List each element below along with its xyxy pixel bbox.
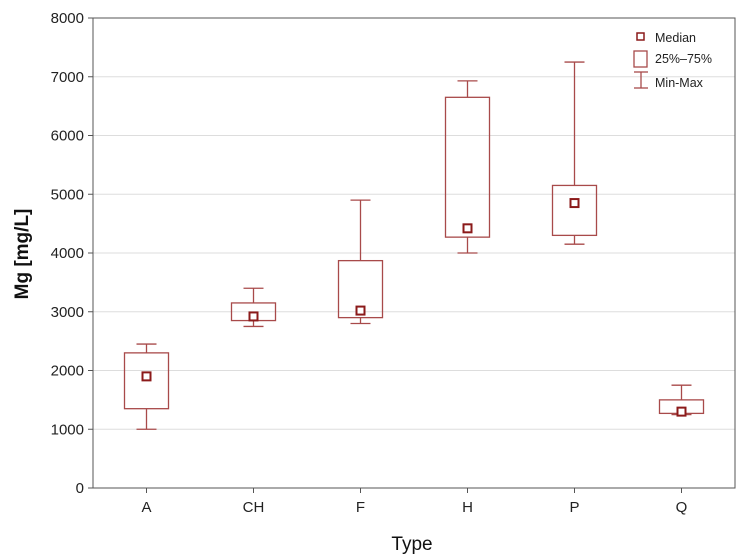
grid-lines <box>93 76 735 430</box>
y-tick-label: 5000 <box>51 186 84 203</box>
legend-median-marker <box>636 32 645 41</box>
median-marker <box>141 371 152 382</box>
y-tick-label: 6000 <box>51 128 84 145</box>
box-q <box>658 384 705 417</box>
legend-item-box: 25%–75% <box>633 50 712 68</box>
chart-legend: Median 25%–75% Min-Max <box>633 31 712 90</box>
legend-whisker-label: Min-Max <box>655 76 704 90</box>
median-marker <box>248 311 259 322</box>
y-tick-label: 3000 <box>51 304 84 321</box>
legend-box-symbol <box>633 50 648 68</box>
x-tick-label-h: H <box>462 499 473 516</box>
box-series <box>123 61 705 430</box>
median-marker <box>569 198 580 209</box>
y-tick-label: 7000 <box>51 69 84 86</box>
legend-item-whisker: Min-Max <box>634 71 704 90</box>
iqr-box <box>123 352 170 410</box>
legend-median-label: Median <box>655 31 696 45</box>
box-f <box>337 199 384 325</box>
iqr-box <box>551 184 598 237</box>
x-tick-label-f: F <box>356 499 365 516</box>
median-marker <box>676 406 687 417</box>
median-marker <box>462 223 473 234</box>
y-tick-label: 0 <box>76 480 84 497</box>
box-ch <box>230 287 277 328</box>
box-p <box>551 61 598 245</box>
x-axis: A CH F H P Q <box>141 488 687 516</box>
x-tick-label-ch: CH <box>243 499 265 516</box>
y-tick-label: 4000 <box>51 245 84 262</box>
legend-box-label: 25%–75% <box>655 52 712 66</box>
box-a <box>123 343 170 430</box>
x-tick-label-p: P <box>569 499 579 516</box>
median-marker <box>355 305 366 316</box>
y-tick-label: 1000 <box>51 421 84 438</box>
y-tick-label: 8000 <box>51 10 84 27</box>
y-axis-title: Mg [mg/L] <box>12 209 33 300</box>
legend-whisker-symbol <box>634 71 648 89</box>
x-axis-title: Type <box>391 534 432 555</box>
y-axis: 0 1000 2000 3000 4000 5000 6000 7000 8000 <box>51 10 93 497</box>
iqr-box <box>337 259 384 319</box>
x-tick-label-a: A <box>141 499 151 516</box>
box-h <box>444 80 491 254</box>
legend-item-median: Median <box>636 31 696 45</box>
y-tick-label: 2000 <box>51 363 84 380</box>
iqr-box <box>444 96 491 238</box>
x-tick-label-q: Q <box>676 499 688 516</box>
